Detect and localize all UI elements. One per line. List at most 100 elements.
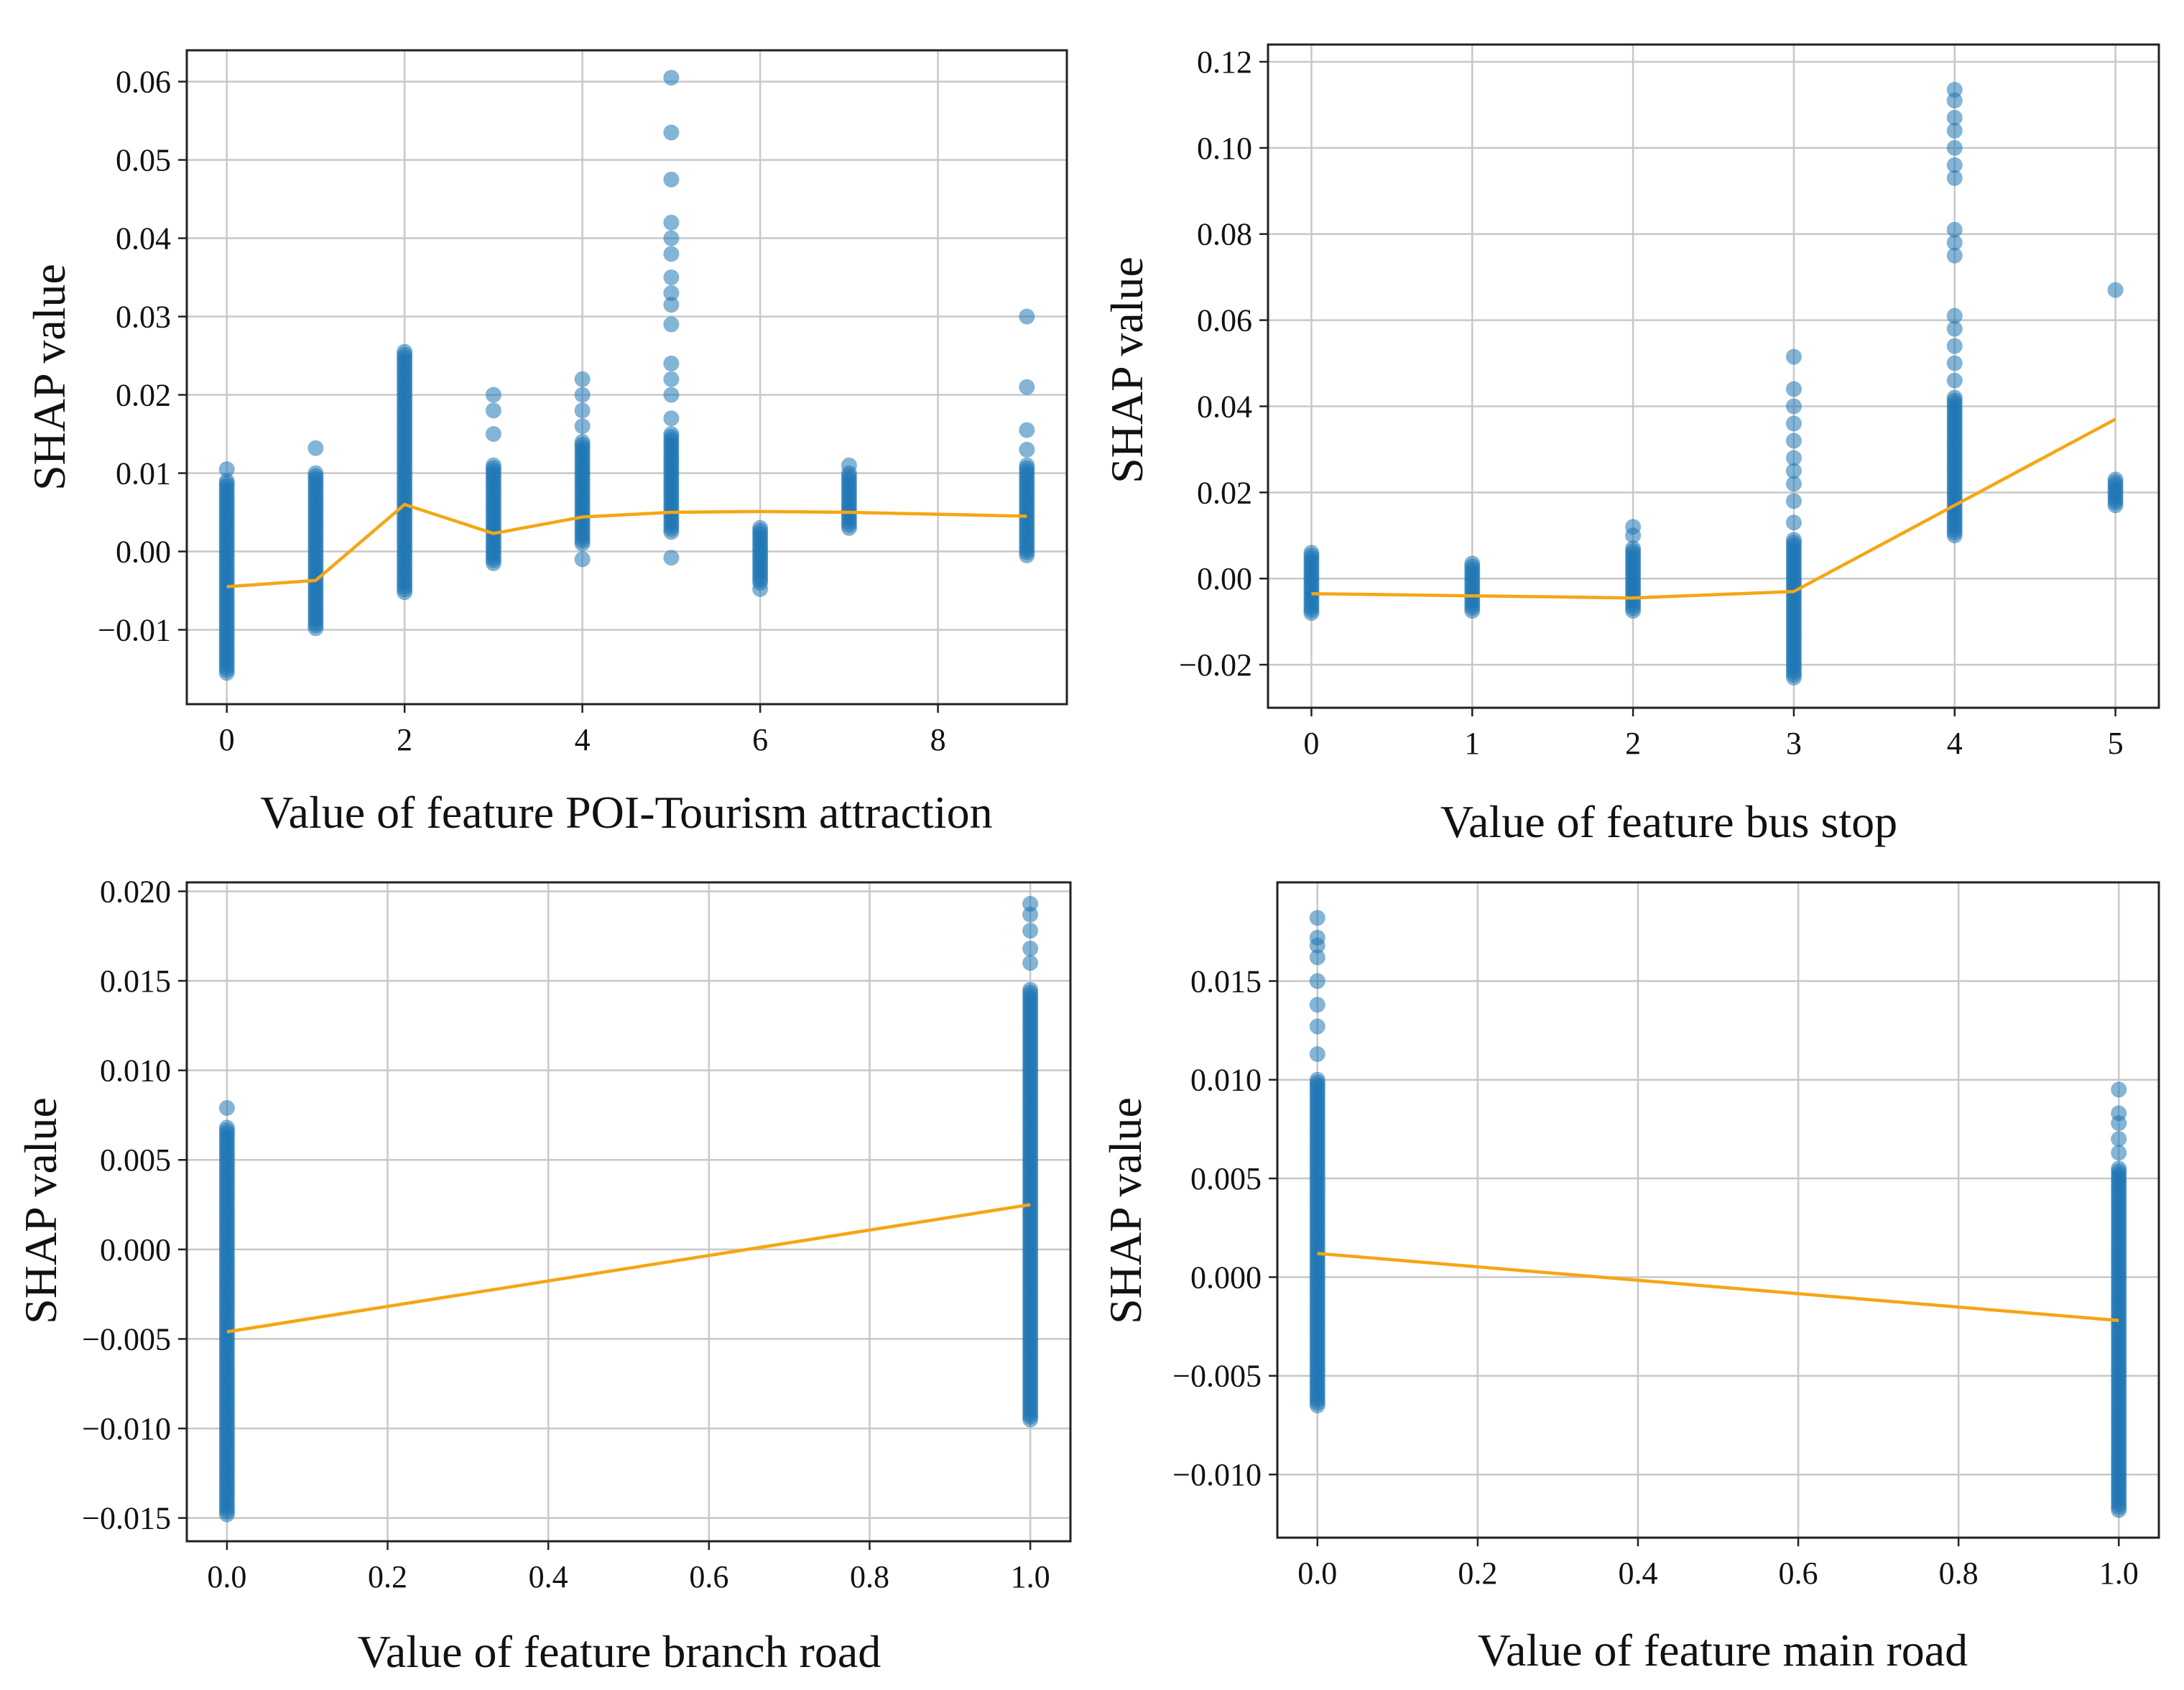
scatter-point (2111, 1105, 2127, 1122)
scatter-point (1946, 527, 1963, 544)
scatter-points (218, 70, 1035, 681)
scatter-point (663, 70, 680, 86)
x-ticks: 0 2 4 6 8 (219, 704, 946, 757)
scatter-point (218, 1506, 235, 1523)
trend-line (1317, 1252, 2119, 1323)
scatter-point (2107, 497, 2124, 514)
scatter-point (663, 230, 680, 246)
y-tick-label: 0.020 (100, 874, 171, 909)
grid (1268, 45, 2159, 708)
y-tick-label: 0.015 (1190, 964, 1262, 999)
x-tick-label: 0.2 (1458, 1556, 1497, 1591)
y-tick-label: 0.03 (116, 300, 171, 335)
scatter-point (2111, 1502, 2127, 1518)
y-axis-label: SHAP value (1101, 257, 1152, 484)
scatter-point (1946, 139, 1963, 156)
scatter-point (1946, 109, 1963, 126)
y-tick-label: 0.005 (100, 1142, 171, 1178)
scatter-point (1019, 547, 1035, 563)
scatter-point (663, 285, 680, 301)
scatter-point (1625, 603, 1642, 619)
panel-main-road: 0.0 0.2 0.4 0.6 0.8 1.0 −0.010 −0.005 0.000 0.00… (1100, 881, 2160, 1676)
scatter-point (1625, 519, 1642, 535)
x-tick-label: 1 (1464, 726, 1480, 761)
scatter-point (663, 269, 680, 286)
x-tick-label: 2 (397, 722, 412, 757)
y-tick-label: −0.015 (82, 1501, 171, 1536)
scatter-point (841, 520, 857, 536)
scatter-point (1946, 122, 1963, 139)
scatter-point (663, 524, 680, 540)
y-tick-label: 0.005 (1190, 1161, 1262, 1196)
plot-frame (185, 881, 1072, 1543)
scatter-points (218, 895, 1039, 1523)
scatter-point (1785, 433, 1802, 449)
x-tick-label: 1.0 (2099, 1556, 2139, 1591)
scatter-point (1019, 441, 1035, 458)
scatter-point (307, 440, 324, 456)
x-tick-label: 0.6 (689, 1559, 728, 1594)
trend-line (226, 1203, 1031, 1334)
trend-line-path (1311, 417, 2116, 600)
scatter-point (1309, 949, 1325, 966)
scatter-point (1022, 1411, 1039, 1428)
scatter-point (1022, 941, 1039, 957)
trend-line-path (226, 1203, 1031, 1334)
x-tick-label: 4 (1947, 726, 1963, 761)
y-tick-label: 0.08 (1197, 217, 1252, 252)
scatter-point (1785, 514, 1802, 531)
y-tick-label: 0.12 (1197, 45, 1252, 80)
y-axis-label: SHAP value (15, 1097, 66, 1324)
scatter-point (1946, 170, 1963, 186)
scatter-point (663, 371, 680, 387)
y-tick-label: 0.000 (1190, 1260, 1262, 1295)
scatter-point (2111, 1145, 2127, 1161)
x-axis-label: Value of feature main road (1478, 1625, 1968, 1676)
scatter-point (1785, 450, 1802, 466)
scatter-point (1946, 320, 1963, 337)
y-tick-label: 0.06 (1197, 303, 1252, 338)
x-tick-label: 0.6 (1779, 1556, 1818, 1591)
scatter-point (1946, 355, 1963, 371)
x-tick-label: 0.4 (529, 1559, 568, 1594)
scatter-point (1946, 221, 1963, 238)
scatter-point (663, 297, 680, 313)
grid (187, 882, 1070, 1541)
x-tick-label: 5 (2108, 726, 2124, 761)
trend-line-path (226, 502, 1027, 588)
y-tick-label: −0.02 (1179, 647, 1252, 683)
y-ticks: −0.010 −0.005 0.000 0.005 0.010 0.015 (1172, 964, 1277, 1492)
y-tick-label: −0.010 (82, 1411, 171, 1446)
scatter-point (1309, 1018, 1325, 1035)
scatter-point (1785, 398, 1802, 415)
x-ticks: 0.0 0.2 0.4 0.6 0.8 1.0 (1297, 1538, 2139, 1591)
x-tick-label: 4 (575, 722, 591, 757)
scatter-point (485, 555, 501, 571)
scatter-point (663, 316, 680, 333)
plot-frame (185, 49, 1068, 706)
y-tick-label: 0.04 (1197, 389, 1252, 424)
grid (1277, 882, 2159, 1538)
scatter-point (1946, 308, 1963, 324)
scatter-point (663, 214, 680, 231)
scatter-point (2107, 282, 2124, 298)
scatter-point (1309, 997, 1325, 1013)
y-tick-label: 0.06 (116, 65, 171, 100)
x-tick-label: 0.4 (1618, 1556, 1657, 1591)
scatter-point (1309, 929, 1325, 946)
x-tick-label: 0.0 (1297, 1556, 1337, 1591)
y-tick-label: 0.010 (1190, 1063, 1262, 1098)
scatter-point (1946, 372, 1963, 389)
y-ticks: −0.01 0.00 0.01 0.02 0.03 0.04 0.05 0.06 (98, 65, 187, 647)
scatter-point (218, 665, 235, 681)
scatter-point (663, 171, 680, 188)
scatter-point (485, 426, 501, 443)
x-tick-label: 0.0 (207, 1559, 246, 1594)
trend-line (226, 502, 1027, 588)
scatter-point (1785, 476, 1802, 492)
scatter-point (1785, 348, 1802, 365)
scatter-point (1019, 422, 1035, 438)
y-tick-label: 0.015 (100, 964, 171, 999)
y-axis-label: SHAP value (24, 264, 75, 491)
